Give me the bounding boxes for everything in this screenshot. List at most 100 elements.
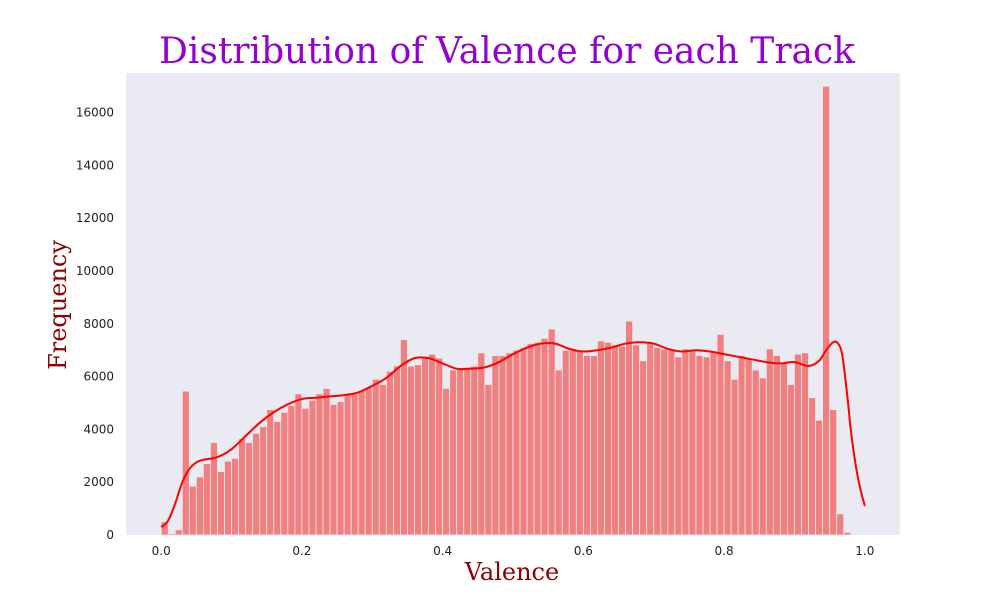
histogram-bar — [329, 403, 338, 536]
histogram-bar — [308, 399, 317, 536]
histogram-bar — [259, 426, 268, 536]
histogram-bar — [554, 369, 563, 536]
histogram-bar — [660, 348, 669, 536]
histogram-bar — [470, 365, 479, 536]
histogram-bar — [597, 340, 605, 536]
histogram-bar — [202, 463, 211, 536]
histogram-bar — [167, 533, 176, 536]
y-tick-label: 8000 — [83, 317, 114, 331]
histogram-bar — [217, 471, 225, 536]
histogram-bar — [238, 438, 247, 536]
histogram-bar — [646, 341, 655, 536]
y-tick-label: 16000 — [76, 106, 114, 120]
x-tick-label: 1.0 — [855, 544, 874, 558]
histogram-bar — [568, 348, 577, 536]
y-tick-label: 14000 — [76, 158, 114, 172]
histogram-bar — [273, 421, 282, 536]
histogram-bar — [772, 355, 781, 536]
histogram-bar — [618, 345, 626, 536]
histogram-bar — [526, 343, 535, 536]
histogram-bar — [604, 341, 612, 536]
histogram-bar — [336, 401, 345, 536]
histogram-bar — [744, 357, 753, 536]
histogram-bar — [519, 347, 528, 536]
histogram-bar — [702, 356, 711, 536]
histogram-bar — [561, 349, 570, 536]
histogram-bar — [843, 531, 852, 536]
x-tick-label: 0.2 — [292, 544, 311, 558]
x-tick-label: 0.4 — [433, 544, 452, 558]
histogram-bar — [343, 394, 352, 536]
histogram-bar — [737, 355, 746, 536]
histogram-bar — [547, 328, 556, 536]
histogram-bar — [765, 348, 774, 536]
histogram-bar — [794, 353, 802, 536]
histogram-bar — [224, 460, 232, 536]
x-tick-label: 0.0 — [152, 544, 171, 558]
histogram-bar — [181, 390, 190, 536]
chart-title: Distribution of Valence for each Track — [159, 31, 856, 72]
histogram-bar — [322, 388, 331, 536]
histogram-bar — [287, 405, 296, 536]
x-axis-label: Valence — [464, 558, 559, 586]
histogram-bar — [779, 361, 788, 536]
y-tick-label: 12000 — [76, 211, 114, 225]
histogram-bar — [667, 349, 676, 536]
histogram-bar — [632, 344, 641, 536]
y-tick-label: 4000 — [83, 422, 114, 436]
histogram-bar — [540, 337, 549, 536]
histogram-bar — [498, 355, 507, 536]
histogram-bar — [639, 360, 648, 536]
histogram-bar — [477, 352, 486, 536]
histogram-bar — [829, 409, 838, 536]
y-axis-ticks: 0 2000 4000 6000 8000 10000 12000 14000 16000 — [76, 106, 114, 542]
histogram-bar — [611, 344, 619, 536]
histogram-bar — [709, 351, 718, 536]
histogram-bar — [801, 352, 809, 536]
histogram-bar — [364, 386, 373, 536]
histogram-bar — [723, 360, 732, 536]
y-tick-label: 6000 — [83, 370, 114, 384]
histogram-bar — [484, 384, 493, 536]
histogram-bar — [758, 377, 767, 536]
histogram-bar — [315, 393, 324, 536]
histogram-bar — [378, 384, 387, 536]
histogram-bar — [575, 349, 584, 536]
histogram-bar — [195, 476, 204, 536]
histogram-bar — [294, 393, 303, 536]
x-axis-ticks: 0.0 0.2 0.4 0.6 0.8 1.0 — [152, 544, 875, 558]
histogram-bar — [688, 349, 697, 536]
histogram-bar — [695, 355, 704, 536]
histogram-bar — [280, 411, 289, 536]
histogram-bars — [160, 85, 852, 536]
histogram-bar — [160, 521, 169, 536]
histogram-bar — [582, 355, 591, 536]
histogram-bar — [716, 333, 725, 536]
histogram-bar — [512, 349, 521, 536]
histogram-bar — [266, 409, 275, 536]
histogram-bar — [400, 339, 408, 536]
histogram-bar — [463, 366, 472, 536]
histogram-bar — [590, 355, 598, 536]
histogram-bar — [392, 365, 401, 536]
y-axis-label: Frequency — [44, 240, 72, 370]
histogram-bar — [625, 320, 634, 536]
kde-curve — [160, 340, 866, 528]
histogram-bar — [252, 432, 261, 536]
x-tick-label: 0.8 — [715, 544, 734, 558]
histogram-bar — [357, 390, 366, 536]
histogram-bar — [674, 356, 683, 536]
y-tick-label: 10000 — [76, 264, 114, 278]
histogram-bar — [421, 357, 429, 536]
histogram-bar — [435, 357, 444, 536]
histogram-bar — [681, 348, 690, 536]
histogram-bar — [449, 369, 458, 536]
histogram-bar — [787, 384, 795, 536]
histogram-bar — [385, 370, 394, 536]
x-tick-label: 0.6 — [574, 544, 593, 558]
histogram-bar — [822, 85, 831, 536]
histogram-bar — [533, 341, 542, 536]
histogram-bar — [491, 355, 500, 536]
histogram-bar — [456, 368, 465, 536]
